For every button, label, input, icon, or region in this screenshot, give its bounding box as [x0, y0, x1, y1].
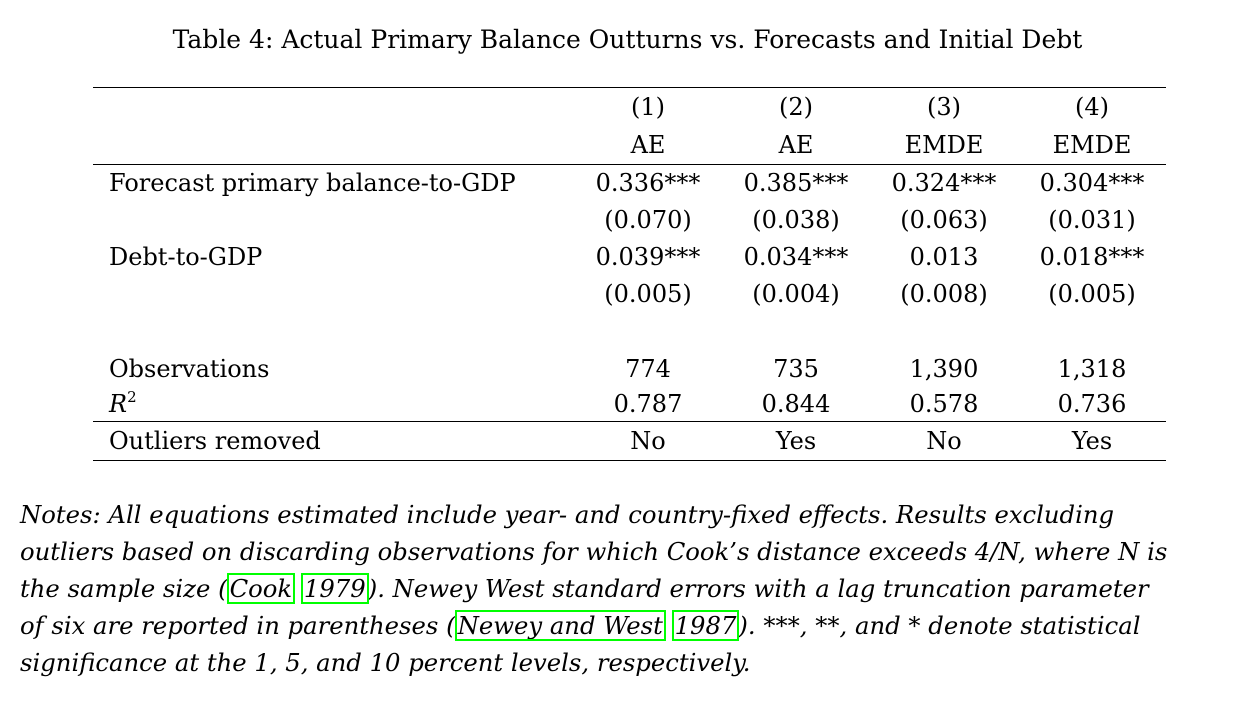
table-row-outliers: Outliers removed No Yes No Yes: [93, 421, 1166, 461]
citation-link-cook-author[interactable]: Cook: [226, 573, 296, 604]
column-group-3: EMDE: [904, 131, 984, 159]
observations-1: 774: [625, 355, 671, 383]
table-spacer-row: [93, 313, 1166, 351]
forecast-coef-3: 0.324***: [870, 164, 1018, 202]
table-row-forecast-coef: Forecast primary balance-to-GDP 0.336***…: [93, 164, 1166, 202]
notes-line-5: significance at the 1, 5, and 10 percent…: [20, 648, 751, 677]
table-caption: Table 4: Actual Primary Balance Outturns…: [172, 25, 1083, 54]
debt-se-4: (0.005): [1048, 280, 1136, 308]
forecast-coef-2: 0.385***: [722, 164, 870, 202]
row-label-debt: Debt-to-GDP: [109, 243, 263, 271]
debt-coef-3: 0.013: [909, 243, 979, 271]
column-number-3: (3): [870, 87, 1018, 126]
notes-text: ). Newey West standard errors with a lag…: [367, 574, 1149, 603]
observations-3: 1,390: [909, 355, 979, 383]
header-empty-cell: [93, 126, 574, 165]
forecast-se-3: (0.063): [900, 206, 988, 234]
r-squared-3: 0.578: [909, 390, 979, 418]
debt-coef-1: 0.039***: [595, 243, 701, 271]
header-empty-cell: [93, 87, 574, 126]
table-row-observations: Observations 774 735 1,390 1,318: [93, 351, 1166, 387]
outliers-4: Yes: [1018, 421, 1166, 461]
r-squared-1: 0.787: [613, 390, 683, 418]
r-squared-4: 0.736: [1057, 390, 1127, 418]
debt-se-2: (0.004): [752, 280, 840, 308]
outliers-3: No: [870, 421, 1018, 461]
notes-line-4: of six are reported in parentheses (Newe…: [20, 607, 1245, 644]
forecast-se-4: (0.031): [1048, 206, 1136, 234]
notes-line-1: Notes: All equations estimated include y…: [20, 500, 1115, 529]
row-label-outliers: Outliers removed: [93, 421, 574, 461]
table-row-forecast-se: (0.070) (0.038) (0.063) (0.031): [93, 202, 1166, 239]
row-label-forecast: Forecast primary balance-to-GDP: [93, 164, 574, 202]
table-row-r-squared: R2 0.787 0.844 0.578 0.736: [93, 387, 1166, 422]
observations-2: 735: [773, 355, 819, 383]
debt-coef-4: 0.018***: [1039, 243, 1145, 271]
table-row-debt-se: (0.005) (0.004) (0.008) (0.005): [93, 276, 1166, 313]
forecast-se-1: (0.070): [604, 206, 692, 234]
column-number-4: (4): [1018, 87, 1166, 126]
debt-se-3: (0.008): [900, 280, 988, 308]
notes-text: ). ***, **, and * denote statistical: [738, 611, 1141, 640]
r-squared-exponent: 2: [127, 388, 137, 406]
table-notes: Notes: All equations estimated include y…: [20, 496, 1245, 681]
debt-coef-2: 0.034***: [743, 243, 849, 271]
row-label-r-squared: R2: [93, 387, 574, 422]
forecast-coef-4: 0.304***: [1018, 164, 1166, 202]
header-row-groups: AE AE EMDE EMDE: [93, 126, 1166, 165]
outliers-2: Yes: [722, 421, 870, 461]
debt-se-1: (0.005): [604, 280, 692, 308]
notes-line-2: outliers based on discarding observation…: [20, 537, 1168, 566]
observations-4: 1,318: [1057, 355, 1127, 383]
regression-table: (1) (2) (3) (4) AE AE EMDE EMDE Forecast…: [93, 87, 1166, 461]
notes-line-3: the sample size (Cook 1979). Newey West …: [20, 570, 1245, 607]
citation-link-cook-year[interactable]: 1979: [300, 573, 369, 604]
citation-link-newey-west-author[interactable]: Newey and West: [454, 610, 666, 641]
spacer-cell: [93, 313, 1166, 351]
column-group-1: AE: [630, 131, 666, 159]
r-squared-base: R: [109, 390, 128, 418]
citation-link-newey-west-year[interactable]: 1987: [671, 610, 740, 641]
column-number-1: (1): [574, 87, 722, 126]
r-squared-2: 0.844: [761, 390, 831, 418]
row-label-observations: Observations: [109, 355, 270, 383]
column-number-2: (2): [722, 87, 870, 126]
header-row-numbers: (1) (2) (3) (4): [93, 87, 1166, 126]
empty-label-cell: [93, 276, 574, 313]
forecast-se-2: (0.038): [752, 206, 840, 234]
column-group-4: EMDE: [1052, 131, 1132, 159]
empty-label-cell: [93, 202, 574, 239]
notes-text: the sample size (: [20, 574, 228, 603]
table-row-debt-coef: Debt-to-GDP 0.039*** 0.034*** 0.013 0.01…: [93, 239, 1166, 276]
column-group-2: AE: [778, 131, 814, 159]
outliers-1: No: [574, 421, 722, 461]
forecast-coef-1: 0.336***: [574, 164, 722, 202]
notes-text: of six are reported in parentheses (: [20, 611, 456, 640]
